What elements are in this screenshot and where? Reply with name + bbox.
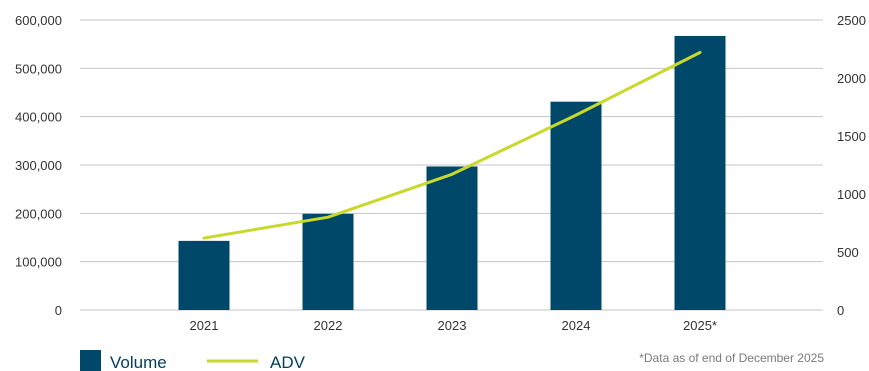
left-tick-label: 500,000 (15, 61, 62, 76)
left-tick-label: 200,000 (15, 206, 62, 221)
x-tick-label: 2021 (190, 318, 219, 333)
left-tick-label: 600,000 (15, 13, 62, 28)
left-tick-label: 400,000 (15, 110, 62, 125)
left-tick-label: 100,000 (15, 255, 62, 270)
x-tick-label: 2023 (438, 318, 467, 333)
right-tick-label: 500 (837, 245, 859, 260)
left-tick-label: 0 (55, 303, 62, 318)
volume-bars (178, 35, 726, 310)
right-tick-label: 1500 (837, 129, 866, 144)
volume-bar (178, 240, 230, 310)
right-axis-ticks: 0 500 1000 1500 2000 2500 (837, 13, 866, 318)
legend-volume-swatch (80, 350, 101, 371)
right-tick-label: 2500 (837, 13, 866, 28)
right-tick-label: 0 (837, 303, 844, 318)
footnote: *Data as of end of December 2025 (639, 351, 824, 365)
x-tick-label: 2025* (683, 318, 717, 333)
legend-adv-label: ADV (270, 353, 306, 371)
legend-volume-label: Volume (110, 353, 167, 371)
x-tick-label: 2022 (314, 318, 343, 333)
volume-bar (550, 101, 602, 310)
x-tick-label: 2024 (562, 318, 591, 333)
adv-line-layer (202, 50, 702, 240)
right-tick-label: 1000 (837, 187, 866, 202)
volume-bar (426, 166, 478, 310)
left-axis-ticks: 0 100,000 200,000 300,000 400,000 500,000 600,… (15, 13, 62, 318)
legend: Volume ADV (80, 350, 306, 371)
left-tick-label: 300,000 (15, 158, 62, 173)
adv-line (202, 50, 702, 240)
right-tick-label: 2000 (837, 71, 866, 86)
x-axis-ticks: 2021 2022 2023 2024 2025* (190, 318, 717, 333)
volume-bar (302, 213, 354, 310)
volume-bar (674, 35, 726, 310)
